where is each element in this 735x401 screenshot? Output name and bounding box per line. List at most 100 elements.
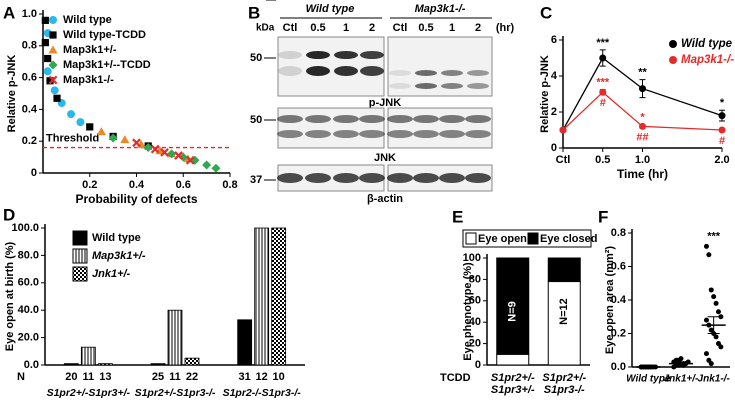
point: [678, 356, 684, 362]
y-tick-label: 60: [469, 295, 481, 307]
legend-label: Map3k1-/-: [681, 54, 734, 66]
panel-label: A: [3, 3, 15, 22]
lane-label: 2: [369, 22, 375, 34]
treatment-label: TCDD: [440, 372, 471, 384]
legend-label: Eye closed: [540, 233, 597, 245]
point: [559, 126, 567, 134]
y-tick-label: 100: [463, 252, 481, 264]
threshold-label: Threshold: [46, 132, 99, 144]
x-tick-label: Jnk1+/-: [664, 374, 699, 385]
bar: [184, 357, 200, 366]
blot-band: [389, 70, 411, 76]
significance: ***: [596, 76, 610, 88]
y-tick-label: 0: [475, 359, 481, 371]
blot-image: [277, 36, 385, 97]
n-label: N: [17, 371, 25, 383]
lane-label: 1: [343, 22, 349, 34]
legend-label: Map3k1+/-: [92, 250, 146, 262]
y-tick-label: 1.0: [22, 8, 37, 20]
blot-band: [387, 115, 413, 123]
y-tick-label: 60.0: [18, 277, 39, 289]
point: [718, 314, 724, 320]
y-tick-label: 0.6: [22, 72, 37, 84]
point: [143, 143, 153, 153]
blot-band: [277, 173, 303, 183]
series-line: [562, 57, 723, 131]
y-tick-label: 2: [551, 106, 557, 118]
point: [718, 112, 726, 120]
legend-marker: [72, 248, 88, 264]
panel-label: B: [248, 3, 260, 22]
legend-marker: [72, 230, 88, 246]
blot-band: [467, 83, 489, 89]
blot-band: [413, 130, 439, 138]
n-value: 31: [239, 371, 251, 383]
y-tick-label: 0: [551, 142, 557, 154]
point: [49, 16, 57, 24]
legend-marker: [465, 232, 477, 245]
blot-band: [465, 115, 491, 123]
x-tick-label: Jnk1-/-: [698, 374, 731, 385]
blot-band: [333, 173, 359, 183]
bar: [271, 227, 287, 366]
panel-label: D: [3, 205, 15, 224]
significance: #: [719, 135, 725, 147]
point: [120, 135, 130, 144]
y-tick-label: 0.0: [611, 361, 626, 373]
series-line: [562, 91, 723, 131]
bar-segment: [496, 257, 530, 355]
point: [96, 127, 106, 136]
blot-band: [359, 130, 385, 138]
legend-marker: [72, 266, 88, 282]
blot-band: [305, 173, 331, 183]
bar-segment: [547, 257, 581, 283]
y-tick-label: 80: [469, 273, 481, 285]
legend-label: Wild type: [63, 14, 112, 26]
blot-band: [439, 173, 465, 183]
point: [41, 39, 49, 47]
significance: ***: [707, 230, 721, 242]
y-tick-label: 20.0: [18, 332, 39, 344]
blot-image: [277, 107, 385, 149]
point: [703, 317, 709, 323]
blot-band: [360, 66, 384, 76]
y-tick-label: 40.0: [18, 304, 39, 316]
point: [167, 149, 177, 159]
x-tick-label: 2.0: [714, 154, 729, 166]
point: [708, 287, 714, 293]
y-tick-label: 20: [469, 338, 481, 350]
panel-label: F: [598, 207, 608, 226]
x-tick-label: S1pr2+/-S1pr3-/-: [135, 387, 216, 399]
panel-label: E: [452, 207, 463, 226]
n-value: 11: [83, 371, 95, 383]
point: [160, 147, 169, 157]
y-tick-label: 0.2: [22, 135, 37, 147]
point: [718, 126, 726, 134]
error-bar: [675, 362, 687, 365]
blot-band: [359, 115, 385, 123]
blot-band: [387, 130, 413, 138]
x-tick-label: 0.8: [222, 179, 237, 191]
blot-band: [359, 173, 385, 183]
point: [703, 243, 709, 249]
blot-band: [334, 66, 358, 76]
legend-label: Wild type: [92, 232, 141, 244]
legend-label: Jnk1+/-: [92, 268, 131, 280]
point: [53, 94, 61, 102]
y-tick-label: 0: [31, 167, 37, 179]
blot-band: [277, 115, 303, 123]
blot-label: JNK: [374, 152, 396, 164]
blot-band: [333, 130, 359, 138]
x-tick-label: S1pr2+/-: [491, 372, 535, 384]
point: [599, 88, 607, 96]
blot-label: p-JNK: [369, 97, 401, 109]
blot-band: [278, 51, 302, 59]
point: [713, 334, 719, 340]
y-axis-label: Eye phenotype (%): [462, 262, 474, 361]
point: [48, 45, 58, 54]
x-tick-label: S1pr3-/-: [544, 384, 585, 396]
legend-marker: [527, 232, 539, 245]
point: [108, 133, 118, 143]
lane-label: 2: [475, 22, 481, 34]
